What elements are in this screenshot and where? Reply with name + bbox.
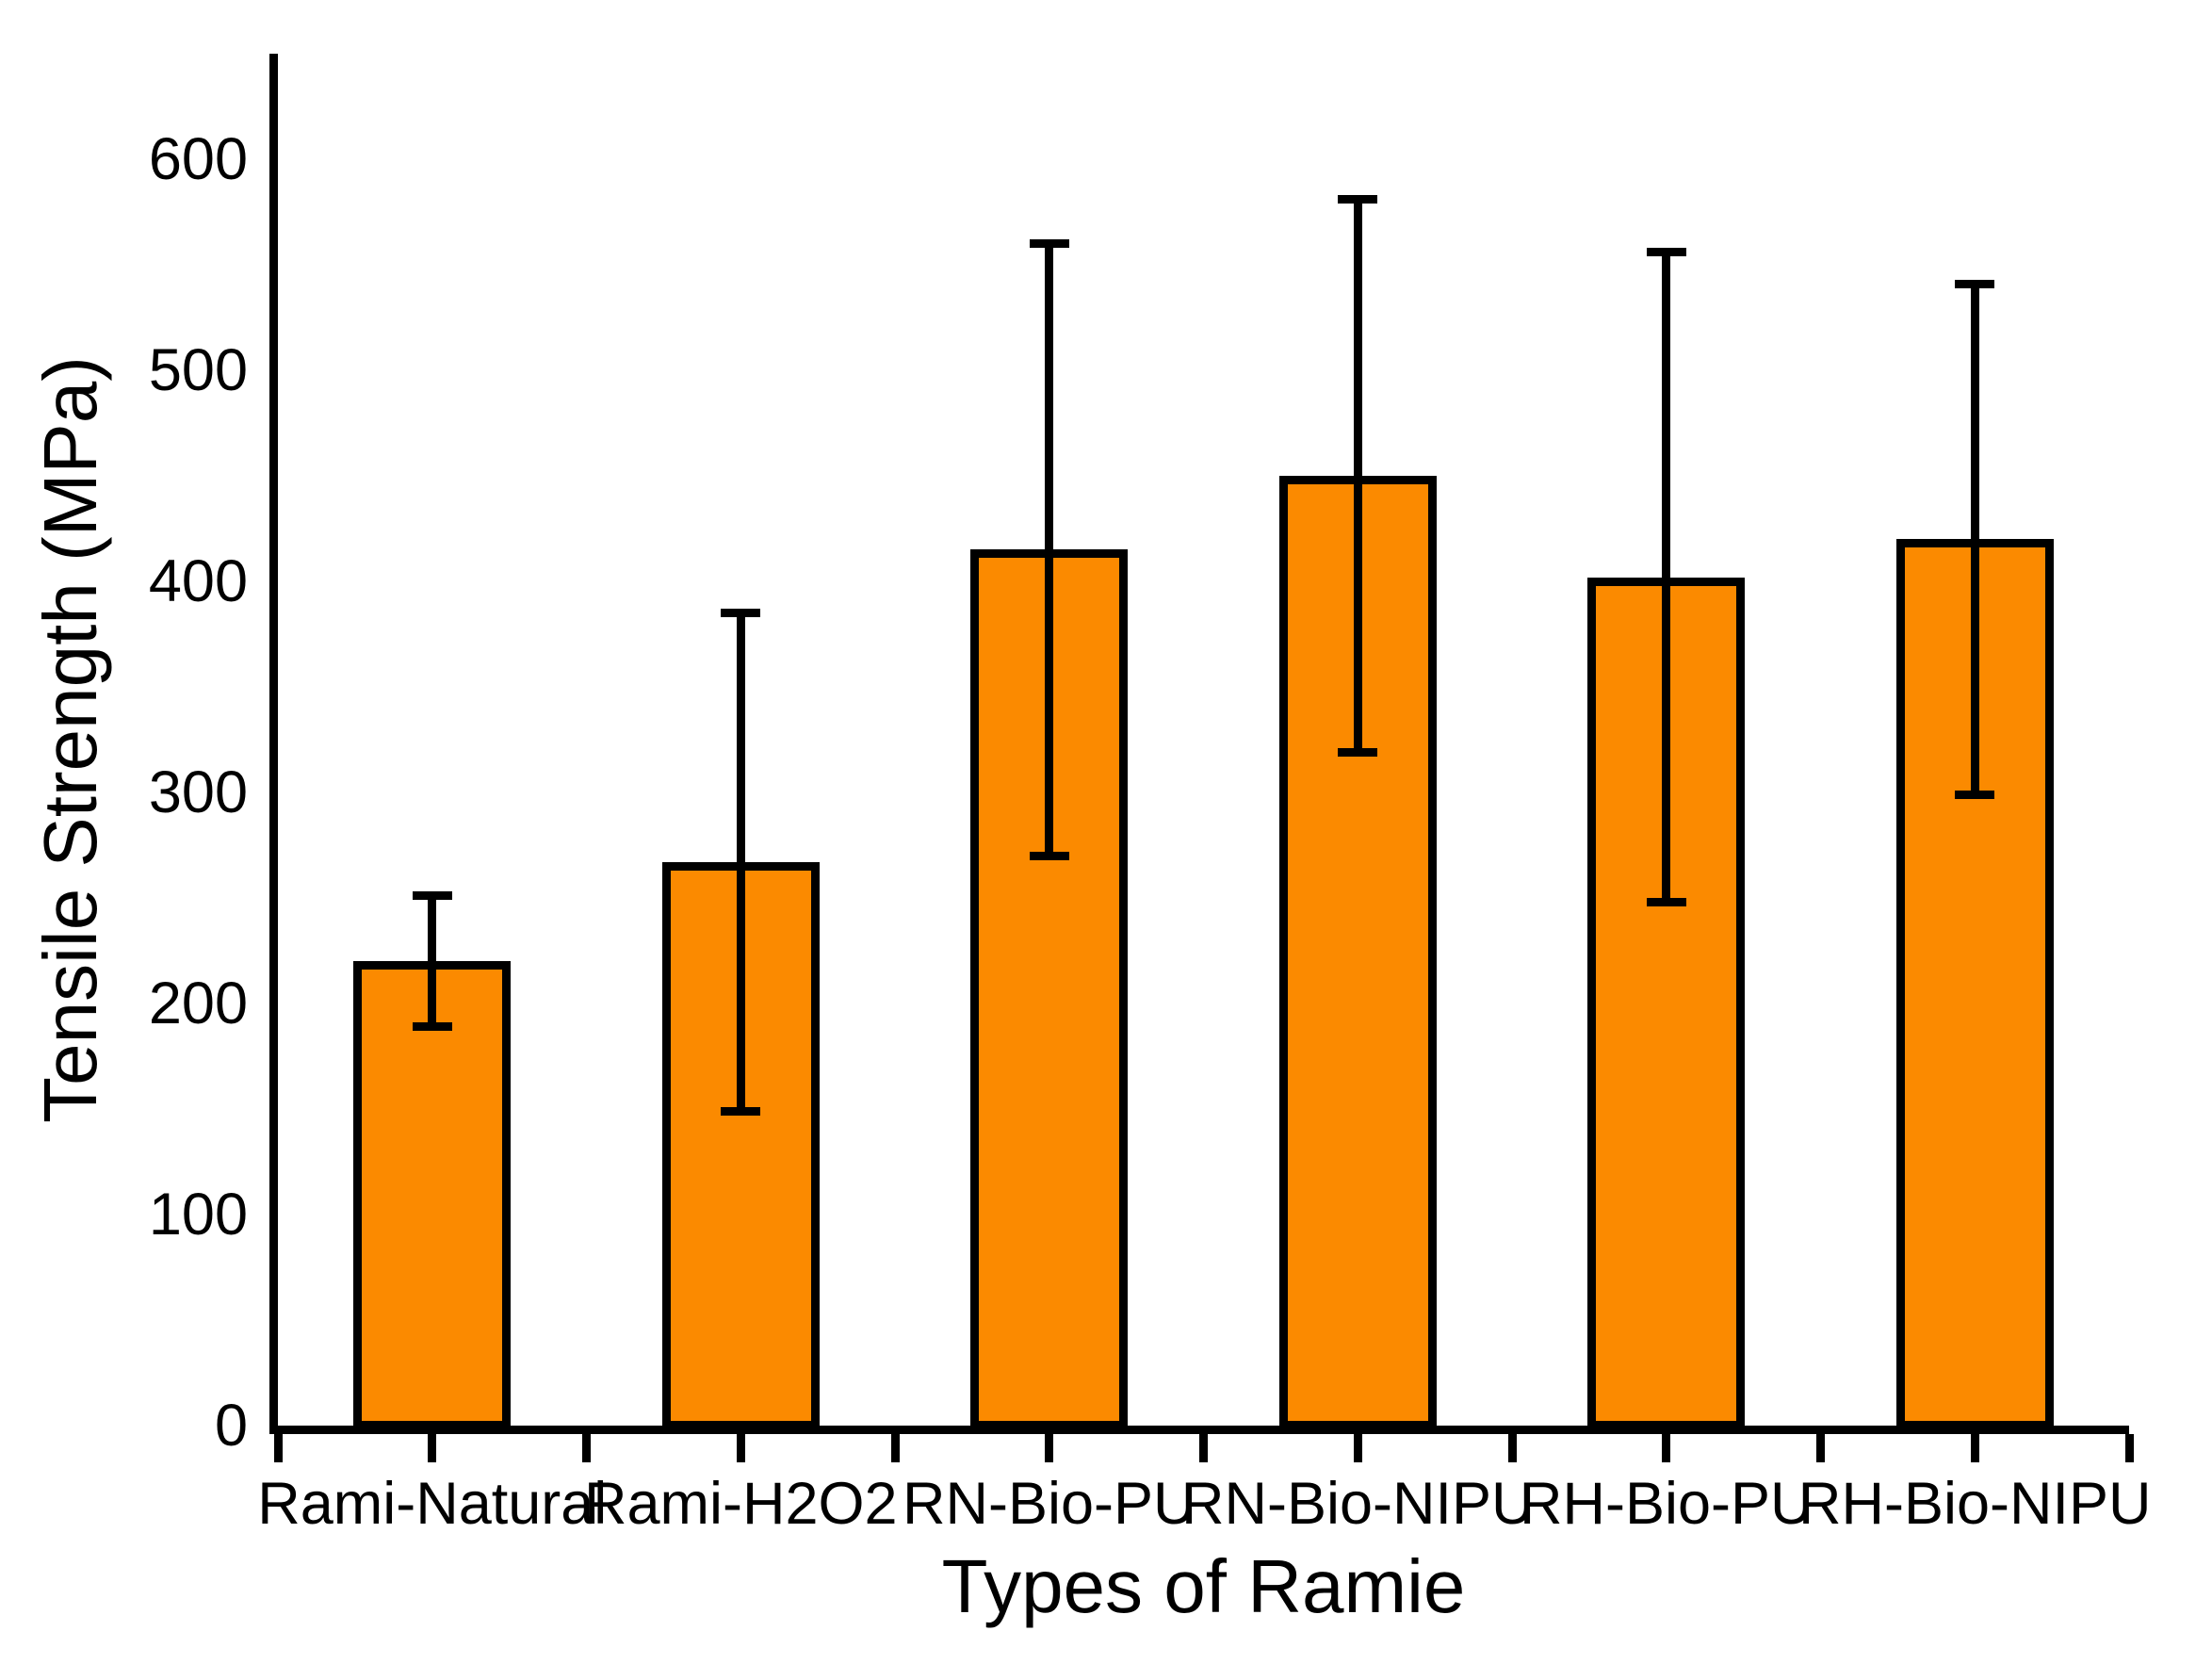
error-bar-top-cap: [1646, 248, 1686, 257]
x-category-label-rn-bio-pu: RN-Bio-PU: [902, 1471, 1196, 1537]
error-bar-bottom-cap: [721, 1106, 761, 1116]
x-axis-tick: [273, 1434, 283, 1462]
plot-area: [269, 54, 2129, 1434]
error-bar-top-cap: [1029, 239, 1069, 249]
x-axis-tick: [1353, 1434, 1362, 1462]
error-bar-bottom-cap: [1646, 897, 1686, 906]
y-tick-label: 100: [148, 1182, 248, 1248]
x-category-label-rami-natural: Rami-Natural: [257, 1471, 608, 1537]
x-category-label-rami-h2o2: Rami-H2O2: [583, 1471, 898, 1537]
bar-rh-bio-pu: [1587, 577, 1746, 1429]
x-axis-tick: [428, 1434, 437, 1462]
error-bar-bottom-cap: [1029, 851, 1069, 860]
error-bar-rh-bio-nipu: [1970, 284, 1979, 795]
x-axis-tick: [1970, 1434, 1979, 1462]
error-bar-top-cap: [1338, 195, 1378, 204]
error-bar-bottom-cap: [1338, 747, 1378, 757]
y-tick-label: 400: [148, 548, 248, 614]
error-bar-rn-bio-nipu: [1353, 199, 1362, 753]
error-bar-bottom-cap: [412, 1022, 452, 1032]
error-bar-rh-bio-pu: [1662, 252, 1671, 903]
x-category-label-rn-bio-nipu: RN-Bio-NIPU: [1180, 1471, 1535, 1537]
x-axis-tick: [1199, 1434, 1208, 1462]
x-category-label-rh-bio-nipu: RH-Bio-NIPU: [1797, 1471, 2152, 1537]
error-bar-rami-h2o2: [736, 612, 745, 1112]
error-bar-top-cap: [412, 891, 452, 901]
x-axis-title: Types of Ramie: [941, 1544, 1466, 1628]
x-axis-tick: [1045, 1434, 1054, 1462]
error-bar-top-cap: [721, 609, 761, 618]
x-axis-tick: [1507, 1434, 1517, 1462]
x-axis-tick: [736, 1434, 745, 1462]
x-axis-tick: [1662, 1434, 1671, 1462]
x-axis-tick: [582, 1434, 591, 1462]
y-tick-label: 0: [214, 1393, 248, 1459]
y-tick-label: 200: [148, 970, 248, 1036]
error-bar-rami-natural: [428, 895, 437, 1027]
y-tick-label: 300: [148, 759, 248, 825]
x-axis-tick: [890, 1434, 900, 1462]
x-axis-tick: [1816, 1434, 1825, 1462]
x-axis-tick: [2124, 1434, 2134, 1462]
error-bar-bottom-cap: [1955, 790, 1995, 799]
bar-rami-natural: [353, 961, 512, 1429]
bar-rh-bio-nipu: [1895, 539, 2054, 1429]
error-bar-top-cap: [1955, 279, 1995, 288]
y-tick-label: 600: [148, 126, 248, 192]
x-category-label-rh-bio-pu: RH-Bio-PU: [1519, 1471, 1814, 1537]
error-bar-rn-bio-pu: [1045, 243, 1054, 856]
y-tick-label: 500: [148, 337, 248, 403]
